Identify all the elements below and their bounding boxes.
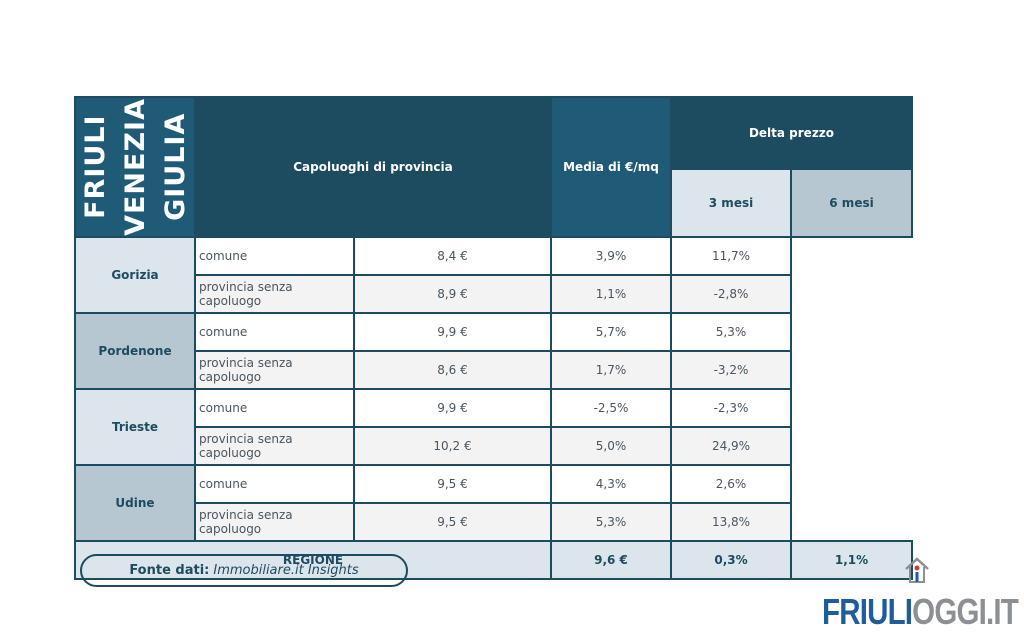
- media-cell: 9,9 €: [353, 387, 552, 428]
- media-cell: 9,5 €: [353, 501, 552, 542]
- type-cell: provincia senza capoluogo: [194, 501, 355, 542]
- total-row: REGIONE 9,6 € 0,3% 1,1%: [74, 539, 913, 580]
- total-media: 9,6 €: [550, 539, 672, 580]
- delta-3m-cell: 5,7%: [550, 311, 672, 352]
- delta-3m-cell: 3,9%: [550, 235, 672, 276]
- table-row: provincia senza capoluogo 10,2 €5,0% 24,9%: [75, 425, 912, 466]
- type-cell: comune: [194, 387, 355, 428]
- media-cell: 9,9 €: [353, 311, 552, 352]
- media-cell: 8,6 €: [353, 349, 552, 390]
- table-row: Trieste comune 9,9 € -2,5% -2,3%: [74, 387, 912, 466]
- city-cell: Pordenone: [74, 311, 196, 390]
- city-cell: Trieste: [74, 387, 196, 466]
- table-row: provincia senza capoluogo 8,9 €1,1% -2,8%: [75, 273, 912, 314]
- type-cell: provincia senza capoluogo: [194, 273, 355, 314]
- delta-6m-cell: 24,9%: [670, 425, 792, 466]
- delta-6m-cell: -2,8%: [670, 273, 792, 314]
- header-6-mesi: 6 mesi: [790, 167, 913, 238]
- delta-3m-cell: 5,0%: [550, 425, 672, 466]
- friulioggi-logo: FRIULIOGGI.IT: [822, 555, 1019, 633]
- table-row: provincia senza capoluogo 9,5 €5,3% 13,8%: [75, 501, 912, 542]
- delta-3m-cell: 5,3%: [550, 501, 672, 542]
- house-icon: [905, 557, 929, 583]
- region-title: FRIULI VENEZIA GIULIA: [74, 96, 196, 238]
- type-cell: comune: [194, 463, 355, 504]
- delta-3m-cell: -2,5%: [550, 387, 672, 428]
- total-6m: 1,1%: [790, 539, 913, 580]
- table-row: Pordenone comune 9,9 €5,7% 5,3%: [74, 311, 912, 390]
- header-capoluoghi: Capoluoghi di provincia: [194, 96, 552, 238]
- delta-6m-cell: -3,2%: [670, 349, 792, 390]
- media-cell: 9,5 €: [353, 463, 552, 504]
- source-value: Immobiliare.it Insights: [213, 563, 359, 578]
- total-label: REGIONE: [74, 539, 552, 580]
- header-delta: Delta prezzo: [670, 96, 913, 170]
- type-cell: provincia senza capoluogo: [194, 349, 355, 390]
- delta-6m-cell: 5,3%: [670, 311, 792, 352]
- delta-3m-cell: 4,3%: [550, 463, 672, 504]
- media-cell: 8,4 €: [353, 235, 552, 276]
- price-table: FRIULI VENEZIA GIULIA Capoluoghi di prov…: [74, 96, 913, 580]
- type-cell: comune: [194, 311, 355, 352]
- delta-6m-cell: 11,7%: [670, 235, 792, 276]
- delta-3m-cell: 1,1%: [550, 273, 672, 314]
- media-cell: 8,9 €: [353, 273, 552, 314]
- source-label: Fonte dati:: [129, 563, 210, 578]
- media-cell: 10,2 €: [353, 425, 552, 466]
- delta-6m-cell: 13,8%: [670, 501, 792, 542]
- delta-6m-cell: -2,3%: [670, 387, 792, 428]
- source-badge: Fonte dati: Immobiliare.it Insights: [80, 554, 408, 587]
- city-cell: Gorizia: [74, 235, 196, 314]
- type-cell: comune: [194, 235, 355, 276]
- table-row: Gorizia comune 8,4 €3,9% 11,7%: [74, 235, 912, 314]
- delta-3m-cell: 1,7%: [550, 349, 672, 390]
- table-row: Udine comune 9,5 €4,3% 2,6%: [74, 463, 912, 542]
- delta-6m-cell: 2,6%: [670, 463, 792, 504]
- table-row: provincia senza capoluogo 8,6 €1,7% -3,2%: [75, 349, 912, 390]
- header-media: Media di €/mq: [550, 96, 672, 238]
- city-cell: Udine: [74, 463, 196, 542]
- total-3m: 0,3%: [670, 539, 792, 580]
- header-3-mesi: 3 mesi: [670, 167, 792, 238]
- type-cell: provincia senza capoluogo: [194, 425, 355, 466]
